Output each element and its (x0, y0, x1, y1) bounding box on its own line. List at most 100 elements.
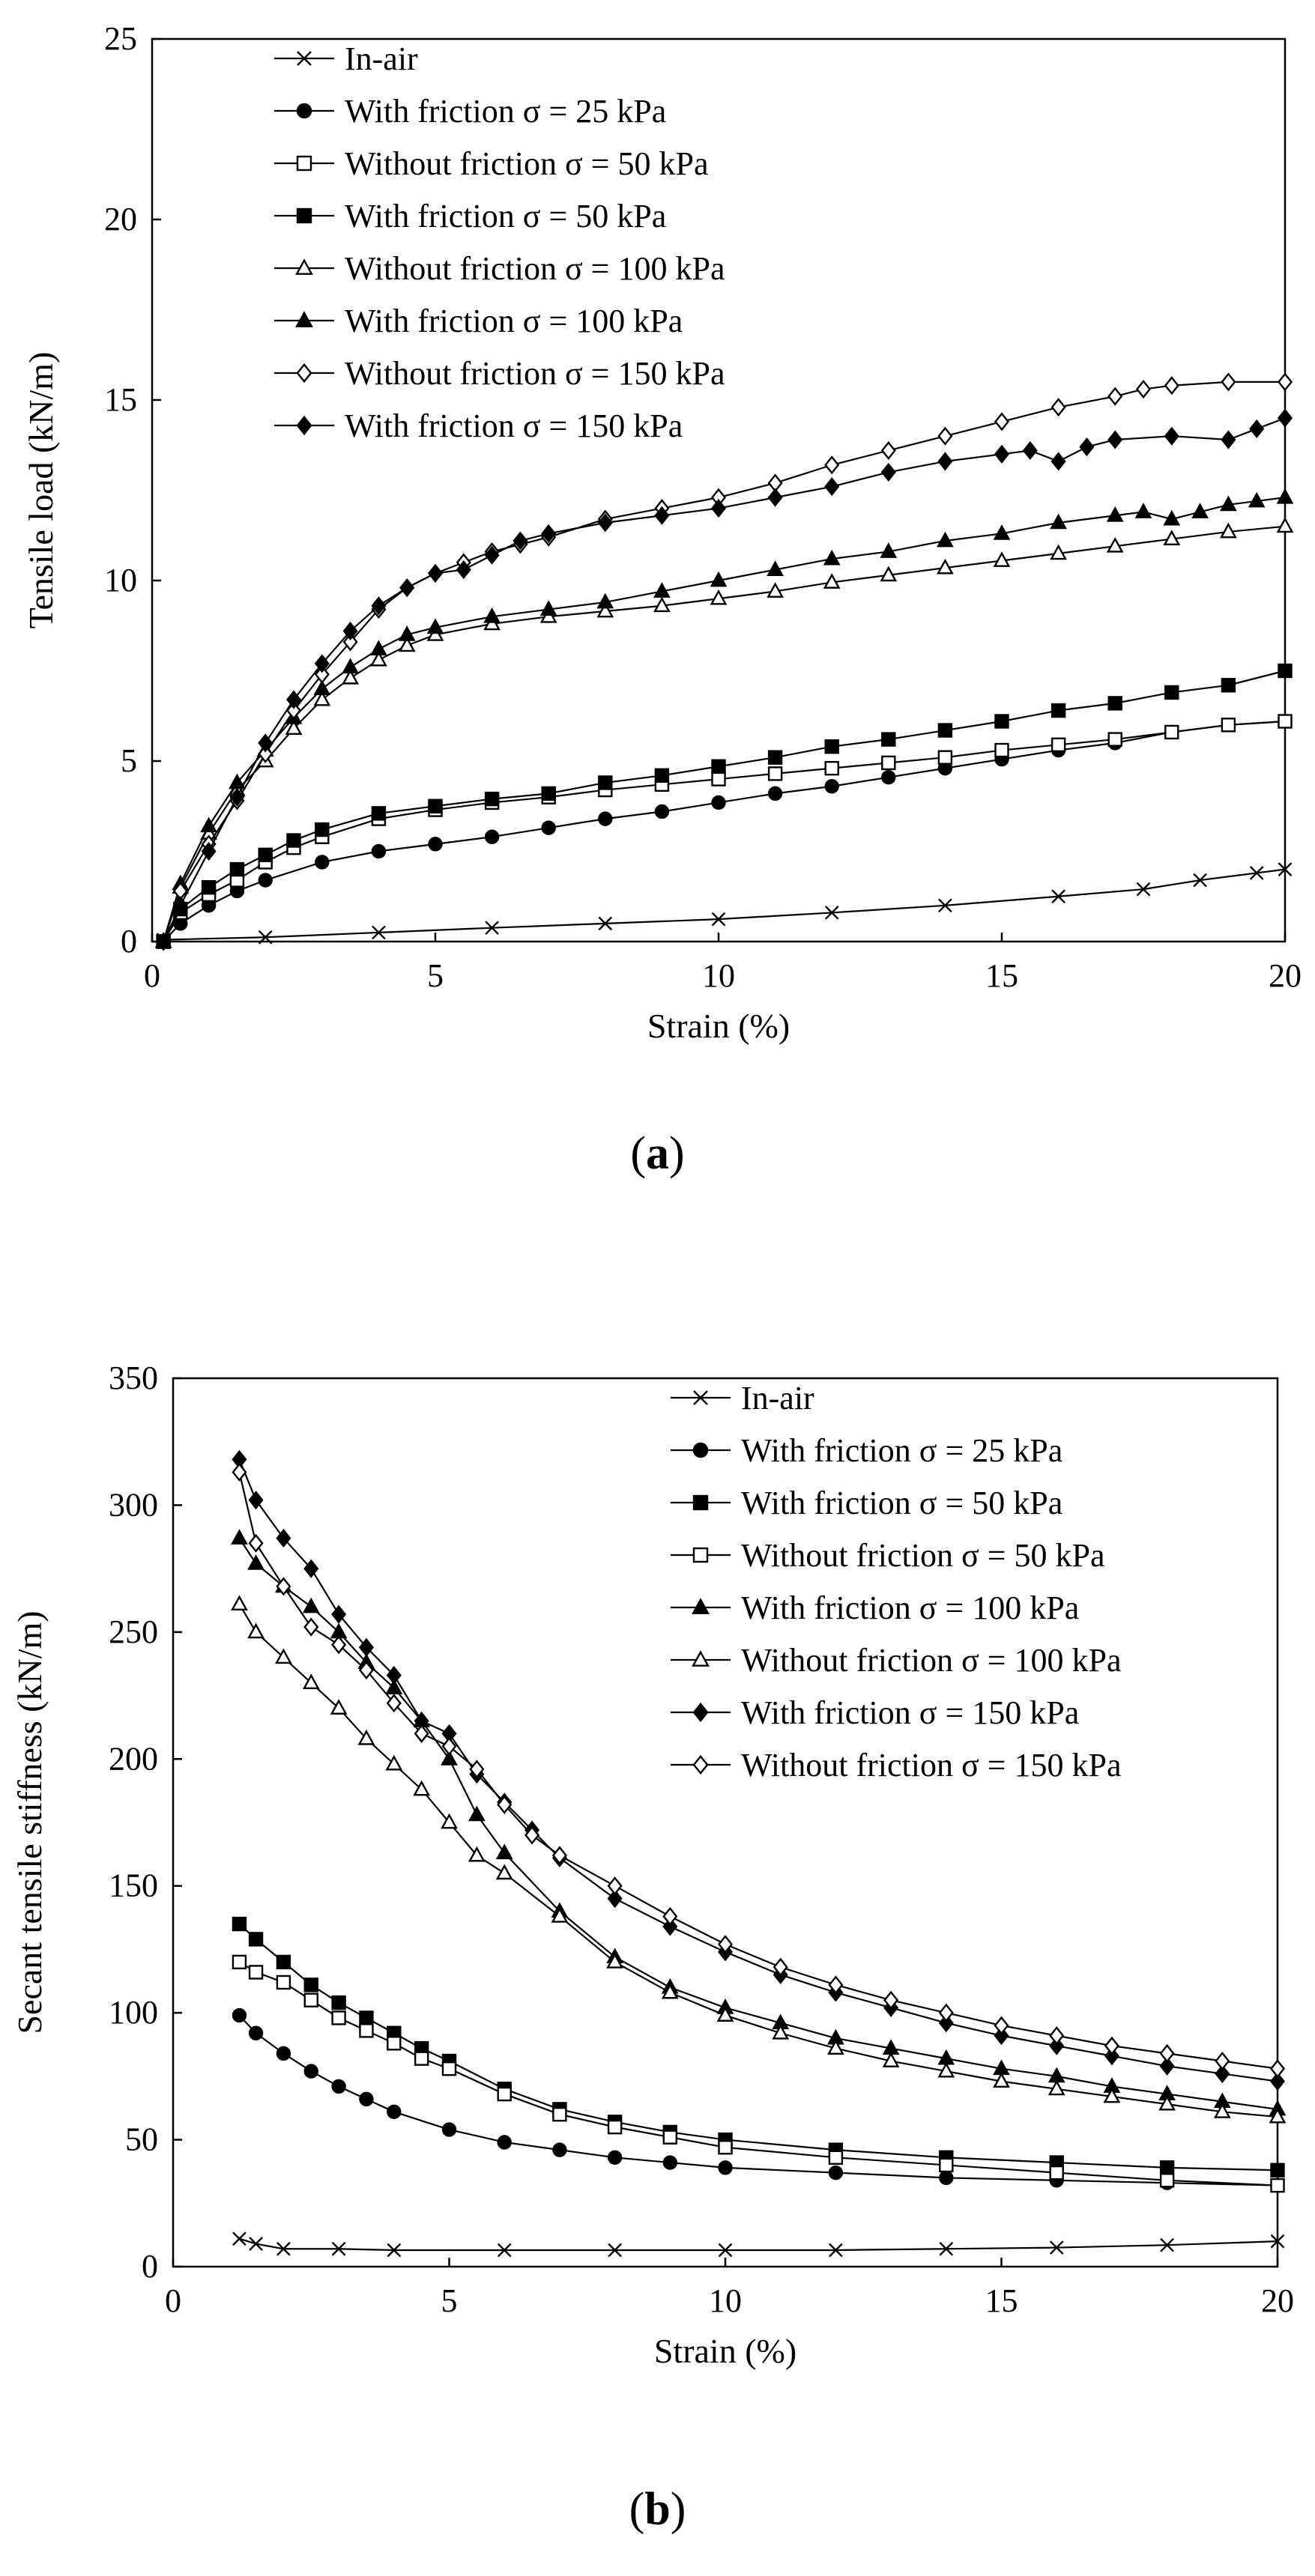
data-point (937, 558, 954, 575)
data-point (767, 560, 784, 576)
data-point (717, 1935, 734, 1954)
series-in-air (232, 2231, 1285, 2258)
data-point (276, 1954, 291, 1970)
data-point (1215, 2051, 1230, 2071)
data-point (1159, 2043, 1175, 2063)
data-point (303, 2064, 318, 2079)
data-point (541, 820, 556, 835)
data-point (994, 742, 1009, 758)
data-point (607, 2119, 623, 2135)
data-point (441, 1736, 457, 1756)
data-point (1158, 2094, 1176, 2111)
data-point (247, 1554, 264, 1570)
data-point (1104, 2046, 1119, 2066)
data-point (598, 811, 613, 826)
data-point (398, 625, 416, 641)
data-point (1249, 866, 1264, 880)
data-point (371, 806, 387, 821)
data-point (413, 1780, 431, 1796)
legend: In-air With friction σ = 25 kPa Without fr… (274, 40, 725, 444)
data-point (1051, 889, 1065, 904)
legend-item-with-friction-sigma-150-kpa: With friction σ = 150 kPa (671, 1694, 1079, 1731)
data-point (824, 760, 839, 776)
data-point (484, 791, 500, 807)
data-point (1049, 2026, 1065, 2046)
y-tick-label: 20 (104, 201, 137, 237)
data-point (551, 1907, 569, 1923)
series-line (238, 1459, 1278, 2082)
data-point (607, 1889, 623, 1909)
data-point (1249, 419, 1265, 439)
legend-marker (692, 1754, 709, 1775)
data-point (772, 2023, 790, 2040)
data-point (248, 1491, 264, 1510)
data-point (654, 804, 670, 819)
data-point (342, 668, 359, 685)
data-point (497, 2135, 512, 2150)
data-point (441, 2061, 457, 2076)
data-point (654, 506, 670, 525)
series-with-friction-sigma-150-kpa (156, 408, 1293, 951)
data-point (371, 596, 387, 616)
data-point (1277, 408, 1293, 428)
data-point (414, 2051, 429, 2066)
data-point (469, 1760, 485, 1779)
legend-label: With friction σ = 150 kPa (741, 1694, 1079, 1731)
series-without-friction-sigma-150-kpa (232, 1462, 1286, 2079)
x-tick-label: 10 (702, 957, 735, 994)
chart-a-svg: 0 5 10 15 20 25 0 5 10 15 20 Strain (%) Tensile load… (22, 20, 1302, 1045)
caption-a: (a) (630, 1128, 685, 1179)
chart-panel-a: 0 5 10 15 20 25 0 5 10 15 20 Strain (%) Tensile load… (22, 20, 1302, 1179)
data-point (1278, 862, 1293, 876)
data-point (993, 524, 1011, 540)
data-point (1107, 732, 1122, 747)
data-point (1050, 513, 1067, 530)
data-point (653, 596, 671, 613)
data-point (881, 732, 896, 747)
data-point (880, 440, 896, 461)
data-point (1051, 737, 1066, 753)
data-point (484, 829, 500, 844)
data-point (385, 1679, 403, 1694)
data-point (551, 1846, 567, 1865)
data-point (598, 916, 613, 931)
series-in-air (156, 862, 1293, 947)
data-point (1191, 503, 1209, 518)
data-point (1221, 430, 1236, 449)
legend-label: Without friction σ = 50 kPa (741, 1537, 1104, 1574)
data-point (247, 1622, 264, 1639)
legend-marker (692, 1547, 709, 1563)
data-point (285, 719, 303, 736)
data-point (881, 769, 896, 785)
legend: In-air With friction σ = 25 kPa With frict… (671, 1380, 1121, 1783)
y-tick-label: 250 (109, 1613, 158, 1650)
data-point (993, 551, 1011, 567)
x-tick-label: 5 (441, 2282, 458, 2319)
data-point (882, 2052, 900, 2067)
data-point (232, 2007, 247, 2023)
legend-marker (692, 1494, 709, 1511)
data-point (231, 1529, 248, 1545)
data-point (823, 573, 841, 589)
legend-item-with-friction-sigma-25-kpa: With friction σ = 25 kPa (671, 1432, 1062, 1469)
legend-item-with-friction-sigma-50-kpa: With friction σ = 50 kPa (671, 1485, 1062, 1521)
data-point (541, 524, 557, 543)
data-point (597, 513, 613, 533)
data-point (1220, 522, 1237, 539)
data-point (1106, 506, 1124, 522)
data-point (525, 1825, 540, 1845)
data-point (654, 768, 670, 783)
data-point (276, 2241, 291, 2256)
data-point (767, 582, 784, 598)
data-point (427, 563, 444, 583)
data-point (441, 2122, 457, 2137)
legend-marker (296, 155, 312, 172)
data-point (313, 690, 331, 706)
y-axis-label: Tensile load (kN/m) (22, 352, 60, 629)
data-point (232, 1462, 247, 1482)
legend-label: In-air (345, 40, 418, 77)
data-point (937, 723, 953, 738)
data-point (1278, 714, 1293, 729)
data-point (1220, 495, 1237, 512)
data-point (718, 2243, 733, 2258)
